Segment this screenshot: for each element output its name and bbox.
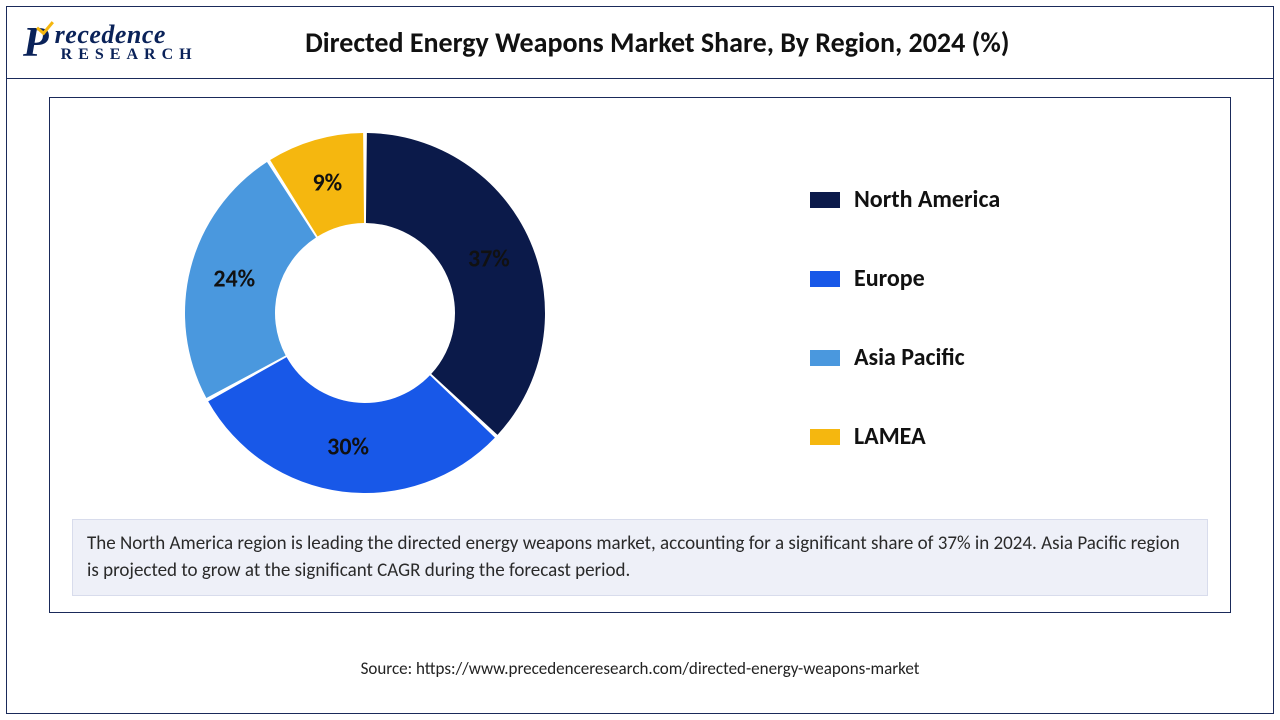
legend-label: LAMEA — [854, 422, 926, 451]
chart-legend: North America Europe Asia Pacific LAMEA — [680, 175, 1230, 451]
brand-logo: P recedence RESEARCH — [23, 19, 198, 67]
donut-slice — [366, 133, 545, 435]
slice-label: 9% — [312, 169, 342, 198]
donut-wrap: 37% 30% 24% 9% — [50, 108, 680, 518]
chart-title: Directed Energy Weapons Market Share, By… — [198, 25, 1257, 60]
legend-item: Asia Pacific — [810, 343, 1230, 372]
slice-label: 24% — [213, 265, 255, 294]
legend-item: Europe — [810, 264, 1230, 293]
outer-frame: P recedence RESEARCH Directed Energy Wea… — [6, 6, 1274, 714]
legend-swatch-icon — [810, 429, 840, 445]
legend-swatch-icon — [810, 271, 840, 287]
header-bar: P recedence RESEARCH Directed Energy Wea… — [7, 7, 1273, 79]
logo-brand-top: recedence — [55, 20, 166, 49]
logo-text: recedence RESEARCH — [55, 23, 198, 63]
legend-swatch-icon — [810, 350, 840, 366]
chart-caption: The North America region is leading the … — [72, 519, 1208, 596]
slice-label: 30% — [327, 432, 369, 461]
source-line: Source: https://www.precedenceresearch.c… — [7, 658, 1273, 679]
legend-swatch-icon — [810, 192, 840, 208]
legend-item: LAMEA — [810, 422, 1230, 451]
chart-area: 37% 30% 24% 9% North America Europe Asia Paci… — [50, 108, 1230, 518]
legend-item: North America — [810, 185, 1230, 214]
logo-check-icon — [36, 16, 54, 35]
logo-p-icon: P — [23, 19, 51, 67]
slice-label: 37% — [468, 245, 510, 274]
legend-label: North America — [854, 185, 1000, 214]
legend-label: Europe — [854, 264, 925, 293]
legend-label: Asia Pacific — [854, 343, 965, 372]
chart-frame: 37% 30% 24% 9% North America Europe Asia Paci… — [49, 97, 1231, 613]
logo-brand-sub: RESEARCH — [61, 48, 198, 62]
